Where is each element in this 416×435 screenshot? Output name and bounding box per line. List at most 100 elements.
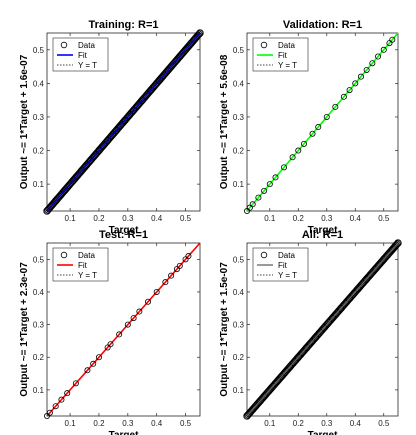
x-tick-label: 0.4 <box>350 214 362 223</box>
data-point <box>84 367 91 374</box>
fit-line <box>246 32 399 212</box>
y-axis-label: Output ~= 1*Target + 1.6e-07 <box>19 54 30 189</box>
chart-title: Validation: R=1 <box>283 19 362 31</box>
y-tick-label: 0.4 <box>233 288 245 297</box>
y-tick-label: 0.1 <box>33 386 45 395</box>
legend-label: Fit <box>78 261 88 270</box>
y-tick-label: 0.5 <box>33 46 45 55</box>
data-point <box>332 103 339 110</box>
y-tick-label: 0.3 <box>233 113 245 122</box>
data-point <box>136 308 143 315</box>
legend-label: Data <box>78 251 95 260</box>
data-point <box>389 36 396 43</box>
y-tick-label: 0.5 <box>33 255 45 264</box>
x-tick-label: 0.1 <box>264 419 276 428</box>
y-tick-label: 0.3 <box>233 321 245 330</box>
data-point <box>185 253 192 260</box>
x-tick-label: 0.1 <box>264 214 276 223</box>
data-point <box>369 60 376 67</box>
legend-label: Data <box>278 41 295 50</box>
x-axis-label: Target <box>109 225 139 236</box>
y-tick-label: 0.4 <box>33 288 45 297</box>
x-tick-label: 0.1 <box>65 214 77 223</box>
legend-data-marker <box>60 41 68 49</box>
data-point <box>261 187 268 194</box>
data-point <box>295 147 302 154</box>
y-tick-label: 0.2 <box>233 147 245 156</box>
data-point <box>130 315 137 322</box>
y-tick-label: 0.4 <box>33 79 45 88</box>
x-tick-label: 0.5 <box>378 214 390 223</box>
x-tick-label: 0.2 <box>293 214 305 223</box>
fit-line-overlay <box>246 242 399 417</box>
data-point <box>281 164 288 171</box>
y-tick-label: 0.5 <box>233 255 245 264</box>
x-tick-label: 0.2 <box>93 419 105 428</box>
data-point <box>153 288 160 295</box>
x-tick-label: 0.1 <box>65 419 77 428</box>
x-tick-label: 0.2 <box>93 214 105 223</box>
data-point <box>255 194 262 201</box>
data-point-dense <box>195 30 203 38</box>
legend-label: Y = T <box>278 271 297 280</box>
x-tick-label: 0.3 <box>321 214 333 223</box>
legend-data-marker <box>260 41 268 49</box>
chart-title: Training: R=1 <box>89 19 159 31</box>
legend-label: Fit <box>278 51 288 60</box>
legend-label: Y = T <box>78 61 97 70</box>
data-point-dense <box>196 29 204 37</box>
data-point <box>46 409 53 416</box>
legend-label: Fit <box>278 261 288 270</box>
data-point <box>145 298 152 305</box>
y-tick-label: 0.2 <box>33 147 45 156</box>
legend-label: Data <box>278 251 295 260</box>
x-tick-label: 0.2 <box>293 419 305 428</box>
data-point <box>346 87 353 94</box>
data-point <box>375 53 382 60</box>
data-point <box>380 46 387 53</box>
data-point <box>363 66 370 73</box>
x-tick-label: 0.5 <box>180 214 192 223</box>
x-tick-label: 0.3 <box>321 419 333 428</box>
x-tick-label: 0.5 <box>378 419 390 428</box>
x-axis-label: Target <box>109 430 139 435</box>
x-axis-label: Target <box>308 430 338 435</box>
data-point <box>289 154 296 161</box>
data-point <box>95 354 102 361</box>
data-point <box>266 181 273 188</box>
x-tick-label: 0.5 <box>180 419 192 428</box>
data-point <box>249 201 256 208</box>
data-point <box>323 113 330 120</box>
y-tick-label: 0.3 <box>33 321 45 330</box>
y-axis-label: Output ~= 1*Target + 5.6e-08 <box>219 54 230 189</box>
data-point <box>300 140 307 147</box>
legend-label: Y = T <box>278 61 297 70</box>
y-axis-label: Output ~= 1*Target + 2.3e-07 <box>19 262 30 397</box>
data-point <box>357 73 364 80</box>
data-point-dense <box>194 31 202 39</box>
data-point-dense <box>392 241 400 249</box>
data-point <box>72 380 79 387</box>
x-axis-label: Target <box>308 225 338 236</box>
y-tick-label: 0.5 <box>233 46 245 55</box>
y-axis-label: Output ~= 1*Target + 1.5e-07 <box>219 262 230 397</box>
legend-data-marker <box>60 251 68 259</box>
fit-line <box>46 242 201 417</box>
x-tick-label: 0.4 <box>151 419 163 428</box>
data-point <box>107 341 114 348</box>
x-tick-label: 0.4 <box>151 214 163 223</box>
data-point <box>315 124 322 131</box>
legend-data-marker <box>260 251 268 259</box>
x-tick-label: 0.3 <box>122 214 134 223</box>
data-point <box>52 403 59 410</box>
y-tick-label: 0.1 <box>233 386 245 395</box>
x-tick-label: 0.3 <box>122 419 134 428</box>
y-tick-label: 0.1 <box>33 180 45 189</box>
data-point <box>176 262 183 269</box>
data-point <box>309 130 316 137</box>
